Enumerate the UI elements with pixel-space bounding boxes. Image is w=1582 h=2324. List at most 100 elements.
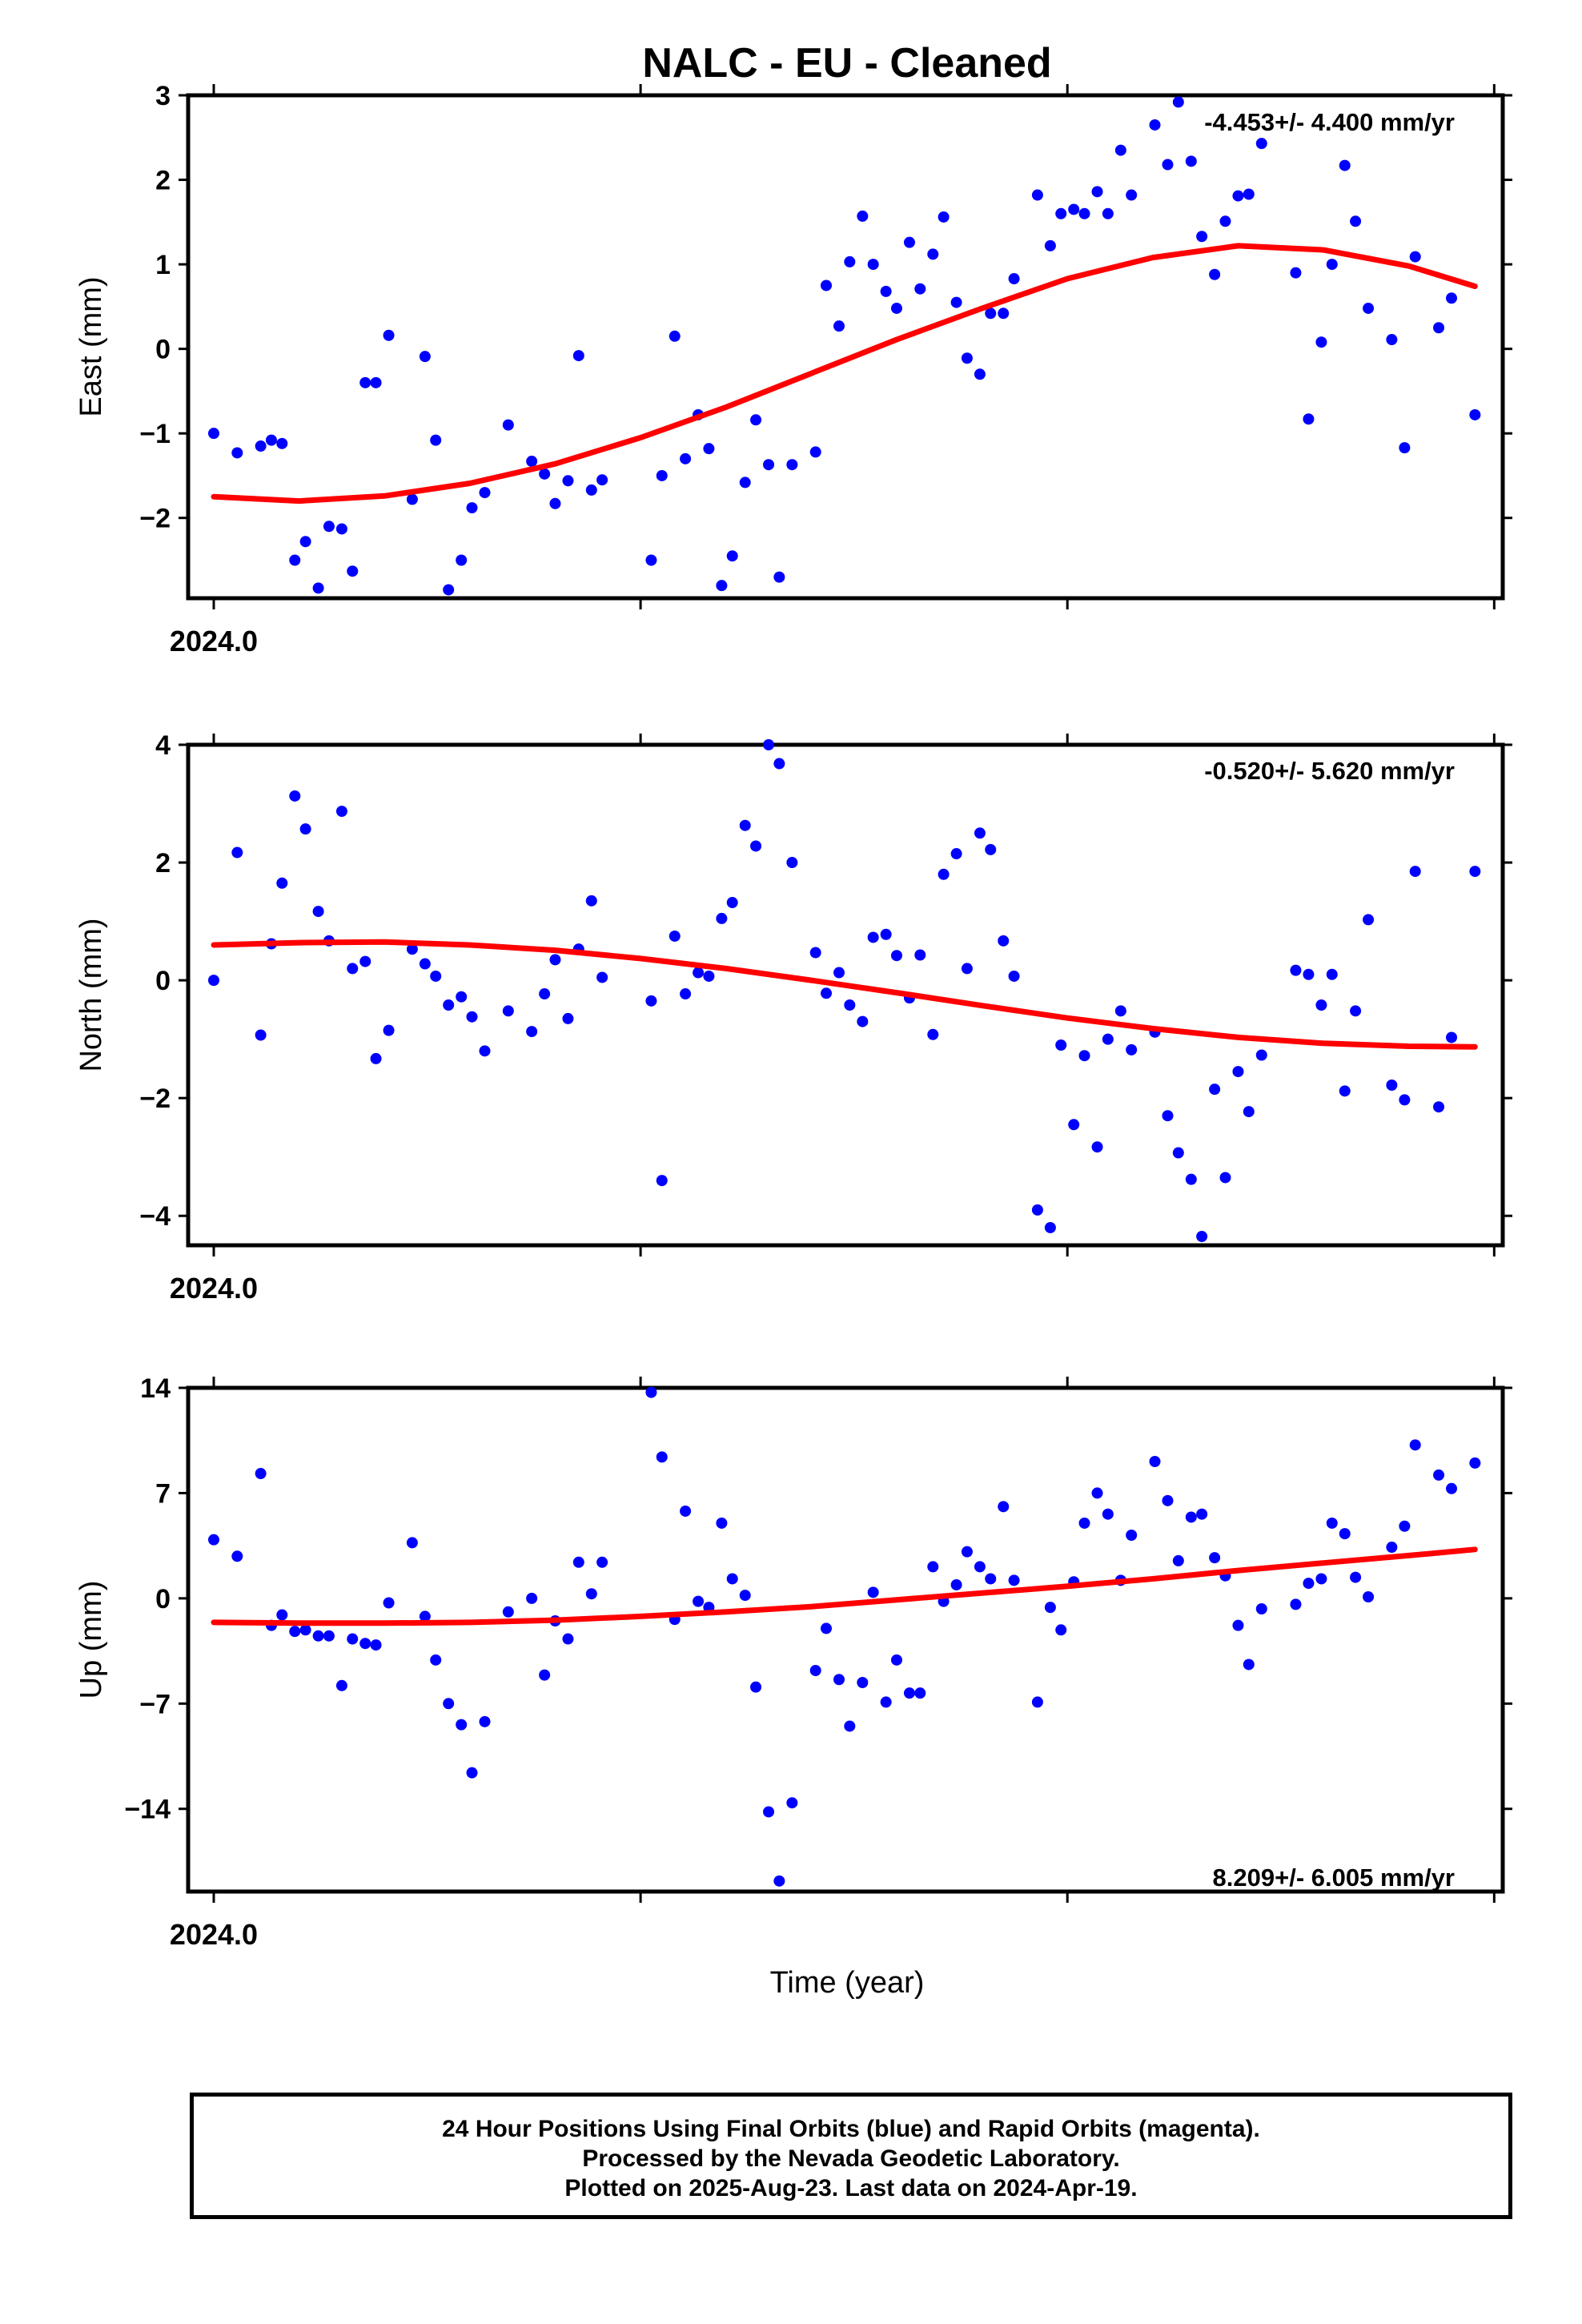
up-data-point: [572, 1556, 584, 1568]
east-data-point: [703, 443, 715, 455]
up-data-point: [466, 1767, 478, 1779]
north-data-point: [1243, 1106, 1255, 1118]
east-data-point: [1243, 188, 1255, 200]
north-data-point: [1409, 866, 1421, 878]
east-data-point: [974, 368, 986, 380]
east-data-point: [656, 469, 668, 481]
up-data-point: [419, 1610, 431, 1622]
east-y-tick-label: 2: [155, 166, 171, 196]
east-data-point: [1290, 267, 1302, 279]
north-data-point: [1315, 999, 1327, 1011]
east-data-point: [680, 452, 692, 464]
north-data-point: [809, 947, 821, 959]
up-data-point: [1031, 1696, 1043, 1708]
north-data-point: [1326, 968, 1338, 980]
up-x-tick-label: 2024.0: [170, 1918, 258, 1951]
east-data-point: [985, 308, 997, 320]
east-data-point: [716, 580, 728, 592]
north-data-point: [359, 955, 371, 967]
up-data-point: [276, 1609, 288, 1621]
footer-line-dates: Plotted on 2025-Aug-23. Last data on 202…: [564, 2175, 1138, 2201]
east-data-point: [1386, 334, 1398, 346]
up-data-point: [773, 1875, 785, 1887]
north-data-point: [833, 967, 845, 979]
north-y-tick-label: 4: [155, 730, 171, 761]
up-data-point: [443, 1698, 455, 1710]
north-data-point: [430, 970, 442, 982]
east-fit-curve: [211, 243, 1478, 505]
east-data-point: [1114, 144, 1126, 156]
east-y-tick-label: 0: [155, 335, 171, 365]
east-data-point: [479, 487, 491, 499]
north-data-point: [950, 848, 962, 860]
east-data-point: [585, 484, 597, 496]
east-data-point: [1339, 159, 1351, 171]
chart-title: NALC - EU - Cleaned: [642, 40, 1051, 86]
north-data-point: [1185, 1173, 1197, 1185]
up-data-point: [347, 1633, 359, 1645]
north-data-point: [443, 999, 455, 1011]
north-data-point: [844, 999, 856, 1011]
up-plot-frame: [186, 1385, 1505, 1894]
north-data-point: [680, 988, 692, 1000]
up-data-point: [1185, 1511, 1197, 1523]
north-y-tick-label: −4: [139, 1201, 171, 1232]
east-data-point: [1232, 190, 1244, 202]
east-data-point: [596, 474, 608, 486]
east-data-point: [1055, 207, 1067, 219]
up-data-point: [1469, 1457, 1481, 1469]
east-y-tick-label: 3: [155, 81, 171, 111]
east-data-point: [961, 352, 973, 364]
east-data-point: [370, 376, 382, 388]
up-data-point: [867, 1586, 879, 1598]
east-data-point: [299, 536, 311, 548]
east-data-point: [809, 446, 821, 458]
north-velocity-annotation: -0.520+/- 5.620 mm/yr: [1204, 757, 1455, 785]
up-data-point: [1055, 1624, 1067, 1636]
footer-info-box: 24 Hour Positions Using Final Orbits (bl…: [190, 2093, 1512, 2219]
north-data-point: [562, 1012, 574, 1024]
up-data-point: [526, 1592, 538, 1604]
north-data-point: [739, 819, 751, 831]
north-y-tick-label: −2: [139, 1084, 171, 1114]
up-data-point: [1102, 1508, 1114, 1520]
east-data-point: [903, 236, 915, 248]
north-data-point: [763, 739, 775, 750]
up-data-point: [1399, 1520, 1411, 1532]
east-plot-frame: [186, 93, 1505, 601]
east-data-point: [526, 456, 538, 468]
up-data-point: [207, 1534, 219, 1546]
up-data-point: [1303, 1578, 1315, 1590]
east-data-point: [383, 329, 395, 341]
north-data-point: [703, 970, 715, 982]
north-data-point: [370, 1052, 382, 1064]
east-data-point: [406, 493, 418, 505]
north-data-point: [880, 928, 892, 940]
north-data-point: [1386, 1080, 1398, 1091]
east-data-point: [1469, 408, 1481, 420]
east-data-point: [1162, 159, 1174, 171]
up-data-point: [562, 1633, 574, 1645]
up-data-point: [844, 1720, 856, 1732]
north-data-point: [1196, 1230, 1208, 1242]
up-velocity-annotation: 8.209+/- 6.005 mm/yr: [1213, 1864, 1455, 1892]
north-data-point: [974, 827, 986, 839]
up-data-point: [1126, 1530, 1138, 1542]
north-data-point: [1469, 866, 1481, 878]
north-data-point: [299, 823, 311, 835]
east-data-point: [1078, 207, 1090, 219]
north-data-point: [1091, 1141, 1103, 1153]
east-data-point: [833, 320, 845, 332]
east-data-point: [549, 497, 561, 509]
up-data-point: [596, 1556, 608, 1568]
east-data-point: [430, 434, 442, 446]
up-data-point: [406, 1537, 418, 1549]
north-data-point: [335, 806, 347, 818]
north-data-point: [985, 843, 997, 855]
east-data-point: [1399, 442, 1411, 454]
east-data-point: [1219, 215, 1231, 227]
up-data-point: [950, 1578, 962, 1590]
north-data-point: [1399, 1094, 1411, 1106]
east-panel: −2 −1 0 1 2 3 2024.0 East (mm) -4.453+/- 4.400 m…: [74, 81, 1512, 657]
